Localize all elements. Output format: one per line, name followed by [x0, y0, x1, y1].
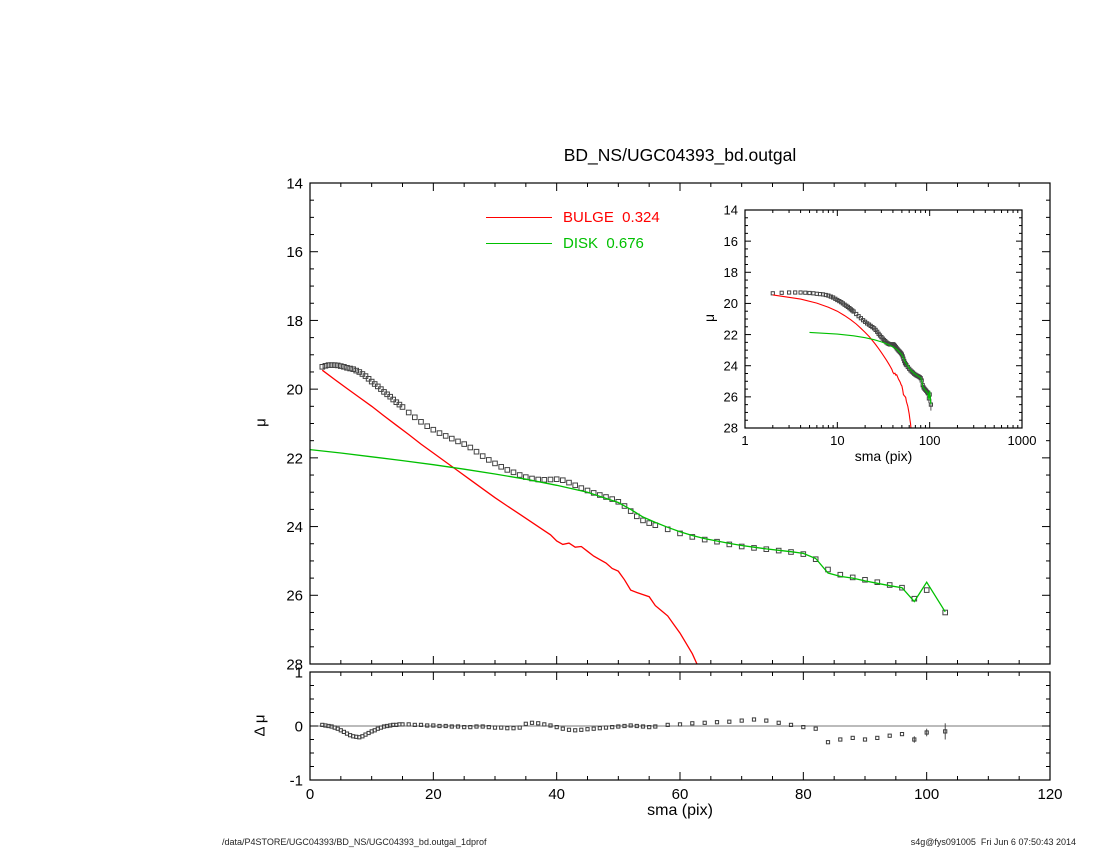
svg-text:26: 26 — [724, 390, 738, 405]
inset-y-axis-label: μ — [701, 313, 717, 323]
legend-entry-bulge: BULGE 0.324 — [486, 208, 660, 226]
svg-text:16: 16 — [724, 234, 738, 249]
svg-text:1: 1 — [295, 664, 303, 681]
svg-text:0: 0 — [295, 718, 303, 735]
svg-text:120: 120 — [1037, 786, 1062, 803]
svg-text:14: 14 — [286, 175, 303, 192]
svg-text:22: 22 — [724, 327, 738, 342]
svg-text:60: 60 — [672, 786, 689, 803]
svg-text:18: 18 — [724, 265, 738, 280]
svg-text:26: 26 — [286, 588, 303, 605]
main-y-axis-label: μ — [252, 418, 270, 427]
svg-text:28: 28 — [724, 421, 738, 436]
bulge-line-swatch — [486, 216, 552, 218]
inset-panel: 1 10 100 1000 14 16 18 20 22 24 26 28 — [724, 203, 1037, 448]
svg-text:80: 80 — [795, 786, 812, 803]
svg-text:16: 16 — [286, 244, 303, 261]
chart-title: BD_NS/UGC04393_bd.outgal — [563, 145, 797, 165]
svg-text:20: 20 — [286, 382, 303, 399]
legend-label-disk: DISK 0.676 — [563, 234, 644, 252]
residual-y-axis-label: Δ μ — [251, 714, 269, 737]
svg-text:10: 10 — [830, 433, 844, 448]
footer-user-timestamp: s4g@fys091005 Fri Jun 6 07:50:43 2014 — [910, 837, 1076, 847]
svg-text:100: 100 — [914, 786, 939, 803]
svg-text:28: 28 — [286, 656, 303, 673]
svg-text:18: 18 — [286, 313, 303, 330]
svg-text:14: 14 — [724, 203, 738, 218]
svg-text:100: 100 — [919, 433, 941, 448]
legend-label-bulge: BULGE 0.324 — [563, 208, 660, 226]
svg-text:20: 20 — [724, 296, 738, 311]
svg-text:20: 20 — [425, 786, 442, 803]
svg-text:24: 24 — [286, 519, 303, 536]
svg-text:1: 1 — [741, 433, 748, 448]
svg-text:0: 0 — [306, 786, 314, 803]
footer-file-path: /data/P4STORE/UGC04393/BD_NS/UGC04393_bd… — [222, 837, 487, 847]
svg-text:-1: -1 — [290, 772, 303, 789]
disk-line-swatch — [486, 242, 552, 244]
inset-x-axis-label: sma (pix) — [854, 448, 913, 464]
legend-entry-disk: DISK 0.676 — [486, 234, 644, 252]
svg-text:22: 22 — [286, 450, 303, 467]
residual-x-axis-label: sma (pix) — [647, 802, 713, 819]
main-panel: 14 16 18 20 22 24 26 28 — [286, 175, 1051, 673]
svg-text:40: 40 — [548, 786, 565, 803]
svg-text:24: 24 — [724, 358, 738, 373]
svg-text:1000: 1000 — [1008, 433, 1037, 448]
